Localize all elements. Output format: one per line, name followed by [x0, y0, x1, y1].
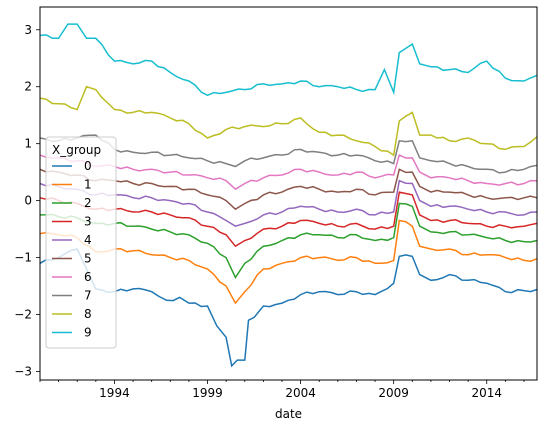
- series-line-1: [39, 219, 538, 305]
- y-tick-label: −1: [14, 251, 32, 265]
- series-line-5: [39, 168, 538, 211]
- x-tick-label: 2004: [285, 386, 316, 400]
- series-line-0: [39, 248, 538, 368]
- series-line-2: [39, 202, 538, 280]
- series-line-8: [39, 85, 538, 157]
- legend-entry: 9: [84, 326, 92, 340]
- series-line-7: [39, 134, 538, 174]
- axes-frame: [39, 6, 538, 381]
- y-tick-label: −2: [14, 308, 32, 322]
- legend-entry: 0: [84, 159, 92, 173]
- legend-entry: 6: [84, 270, 92, 284]
- legend: X_group 0 1 2 3 4 5 6 7 8 9: [45, 136, 117, 349]
- legend-entry: 3: [84, 215, 92, 229]
- series-line-4: [39, 179, 538, 228]
- legend-entry: 8: [84, 307, 92, 321]
- legend-entry: 4: [84, 233, 92, 247]
- legend-entry: 5: [84, 252, 92, 266]
- legend-entry: 2: [84, 196, 92, 210]
- x-tick-label: 1994: [99, 386, 130, 400]
- x-tick-label: 2014: [471, 386, 502, 400]
- x-tick-label: 2009: [378, 386, 409, 400]
- y-tick-label: 2: [24, 80, 32, 94]
- series-line-6: [39, 154, 538, 191]
- y-tick-label: −3: [14, 364, 32, 378]
- x-axis: 1994 1999 2004 2009 2014: [39, 380, 525, 400]
- x-tick-label: 1999: [192, 386, 223, 400]
- series-line-3: [39, 191, 538, 248]
- y-tick-label: 1: [24, 137, 32, 151]
- y-tick-label: 3: [24, 23, 32, 37]
- legend-entry: 7: [84, 289, 92, 303]
- y-axis: −3 −2 −1 0 1 2 3: [14, 23, 40, 378]
- legend-entry: 1: [84, 178, 92, 192]
- series-line-9: [39, 23, 538, 97]
- legend-title: X_group: [52, 143, 101, 157]
- x-axis-label: date: [275, 407, 302, 421]
- series-lines: [39, 23, 538, 368]
- legend-box: [45, 136, 117, 349]
- y-tick-label: 0: [24, 194, 32, 208]
